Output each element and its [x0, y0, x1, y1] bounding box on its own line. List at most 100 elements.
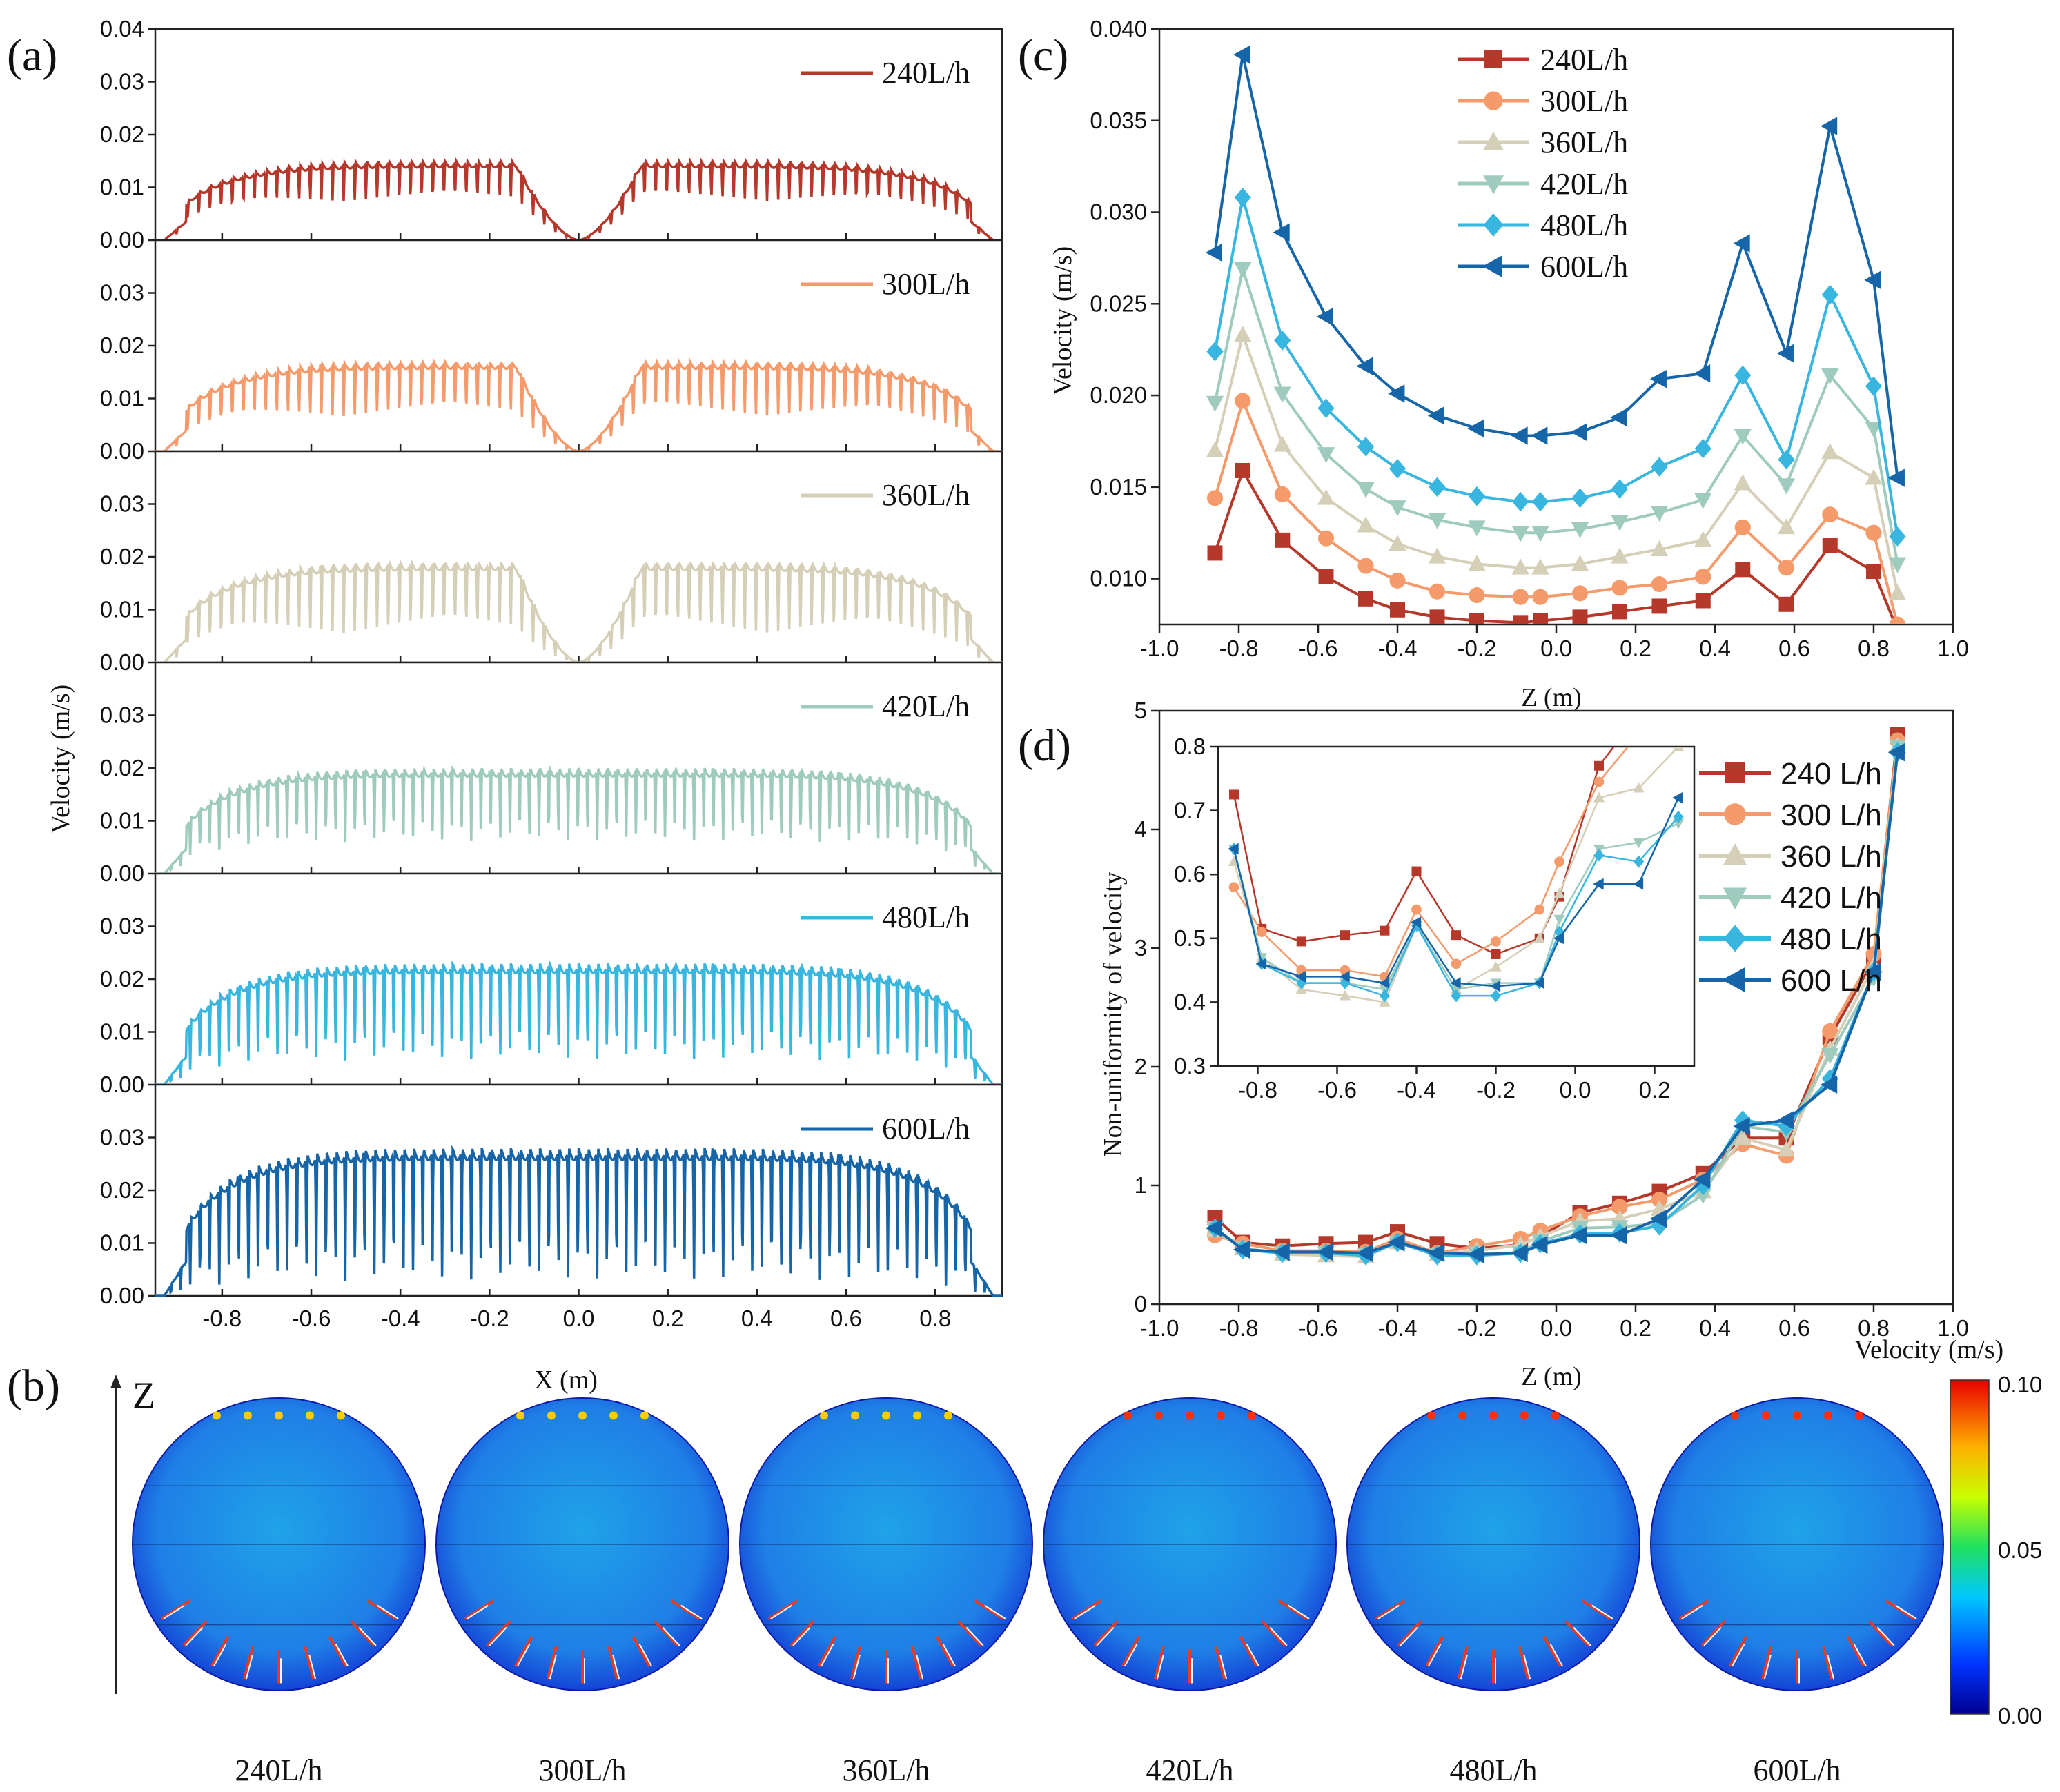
hotspot [1217, 1411, 1225, 1420]
y-tick-label: 0.00 [100, 1283, 144, 1308]
y-tick-label: 0.01 [100, 808, 144, 834]
jet-line [1261, 1619, 1286, 1647]
legend-marker-300 [1724, 803, 1746, 825]
data-point-240 [1318, 569, 1334, 584]
data-point-420 [1389, 500, 1406, 517]
x-tick-label: -1.0 [1140, 636, 1179, 661]
y-tick-label: 0.03 [100, 491, 144, 517]
panel-label-c: (c) [1018, 30, 1068, 81]
data-point-600 [1388, 1233, 1405, 1252]
x-tick-label: 1.0 [1937, 636, 1969, 661]
data-point-300 [1554, 856, 1564, 867]
data-point-240 [1207, 545, 1223, 561]
caption-420: 420L/h [1146, 1753, 1233, 1787]
hotspot [1124, 1411, 1132, 1420]
data-point-480 [1734, 365, 1752, 386]
panel-c-series-layer [1205, 45, 1907, 624]
nozzle-mark [1124, 1644, 1138, 1666]
data-point-300 [1532, 589, 1549, 605]
data-point-360 [1206, 441, 1224, 457]
data-point-600 [1356, 1243, 1373, 1263]
nozzle-mark [852, 1654, 861, 1680]
nozzle-mark [1681, 1604, 1703, 1619]
data-point-600 [1733, 234, 1750, 253]
nozzle-mark [942, 1644, 956, 1666]
y-tick-label: 0.010 [1090, 566, 1147, 591]
data-point-240 [1735, 562, 1751, 578]
data-point-420 [1571, 522, 1589, 539]
caption-300: 300L/h [538, 1753, 626, 1787]
data-point-420 [1865, 421, 1883, 438]
nozzle-mark [1288, 1604, 1310, 1619]
subplot-frame [154, 239, 1003, 453]
nozzle-mark [1703, 1626, 1722, 1646]
data-point-600 [1388, 384, 1405, 403]
x-tick-label: 0.4 [1699, 1315, 1731, 1341]
data-point-240 [1594, 760, 1604, 771]
legend-label-420: 420 L/h [1781, 881, 1882, 915]
nozzle-mark [163, 1604, 185, 1619]
hotspot [1520, 1411, 1529, 1420]
y-tick-label: 0.02 [100, 544, 144, 569]
y-tick-label: 0.025 [1090, 291, 1147, 316]
y-tick-label: 0.5 [1174, 925, 1206, 951]
y-tick-label: 0.01 [100, 1019, 144, 1045]
nozzle-mark [1573, 1626, 1591, 1646]
caption-240: 240L/h [235, 1753, 322, 1787]
data-point-420 [1357, 482, 1375, 498]
legend-label-360: 360L/h [882, 478, 970, 512]
jet-line [935, 1635, 954, 1667]
data-point-480 [1234, 187, 1251, 208]
legend-marker-240 [1484, 50, 1502, 68]
jet-line [1375, 1599, 1406, 1620]
nozzle-mark [1096, 1626, 1115, 1646]
jet-line [1542, 1635, 1562, 1667]
jet-line [974, 1599, 1005, 1620]
data-point-600 [1356, 357, 1373, 375]
data-point-480 [1357, 437, 1375, 457]
panel-d-series-layer [1205, 727, 1907, 1266]
data-point-300 [1206, 490, 1224, 506]
data-point-480 [1317, 398, 1335, 418]
y-tick-label: 0 [1135, 1291, 1147, 1317]
y-tick-label: 0.6 [1174, 861, 1206, 887]
hotspot [1489, 1411, 1498, 1420]
jet-line [160, 1599, 191, 1620]
data-point-480 [1694, 438, 1711, 459]
legend-label-300: 300 L/h [1781, 798, 1882, 832]
data-point-300 [1611, 1199, 1628, 1215]
data-point-240 [1411, 866, 1422, 876]
data-point-300 [1469, 587, 1485, 604]
caption-600: 600L/h [1753, 1753, 1841, 1787]
jet-line [1700, 1619, 1726, 1647]
legend-marker-420 [1483, 175, 1504, 195]
nozzle-mark [308, 1654, 317, 1680]
x-tick-label: -0.2 [470, 1306, 509, 1331]
data-point-600 [1489, 980, 1501, 992]
nozzle-mark [1428, 1644, 1442, 1666]
data-point-420 [1273, 386, 1291, 403]
jet-line [1277, 1599, 1308, 1620]
nozzle-mark [638, 1644, 652, 1666]
jet-line [1581, 1599, 1612, 1620]
data-point-600 [1887, 469, 1905, 487]
hotspot [547, 1411, 556, 1420]
data-point-600 [1593, 878, 1604, 890]
nozzle-mark [1156, 1654, 1164, 1680]
caption-360: 360L/h [842, 1753, 930, 1787]
data-point-360 [1888, 584, 1907, 600]
profile-line-480 [155, 960, 1002, 1086]
data-point-420 [1553, 914, 1565, 925]
data-point-600 [1511, 426, 1528, 445]
data-point-240 [1651, 598, 1667, 614]
nozzle-mark [1732, 1644, 1745, 1666]
x-tick-label: -0.6 [1317, 1077, 1357, 1103]
data-point-420 [1206, 395, 1224, 412]
x-tick-label: -0.4 [1378, 636, 1418, 661]
data-point-360 [1611, 547, 1629, 564]
data-point-240 [1695, 593, 1711, 609]
data-point-600 [1255, 958, 1266, 970]
x-tick-label: 0.6 [1778, 1315, 1810, 1341]
data-point-600 [1233, 1240, 1250, 1259]
